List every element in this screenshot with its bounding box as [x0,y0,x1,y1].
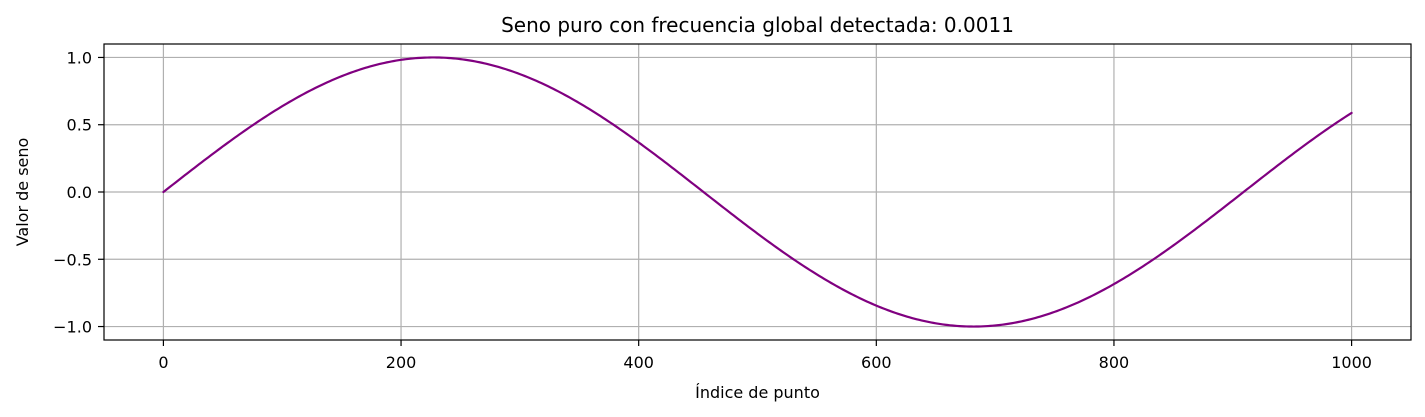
y-tick-label: 0.0 [67,183,92,202]
y-tick-label: −1.0 [53,318,92,337]
grid-lines [104,44,1411,340]
y-tick-label: −0.5 [53,250,92,269]
sine-series-line [162,56,1353,328]
x-tick-label: 400 [623,353,654,372]
x-tick-label: 1000 [1331,353,1372,372]
y-tick-label: 1.0 [67,48,92,67]
y-tick-label: 0.5 [67,116,92,135]
x-tick-label: 600 [861,353,892,372]
y-axis-label: Valor de seno [13,138,32,247]
x-axis-label: Índice de punto [695,383,820,402]
x-tick-label: 0 [158,353,168,372]
series-layer [162,56,1353,328]
x-tick-label: 800 [1099,353,1130,372]
x-tick-label: 200 [386,353,417,372]
axis-ticks: 0 200 400 600 800 1000 −1.0 −0.5 0.0 0.5 1.0 [53,48,1372,372]
chart-title: Seno puro con frecuencia global detectad… [501,13,1014,37]
